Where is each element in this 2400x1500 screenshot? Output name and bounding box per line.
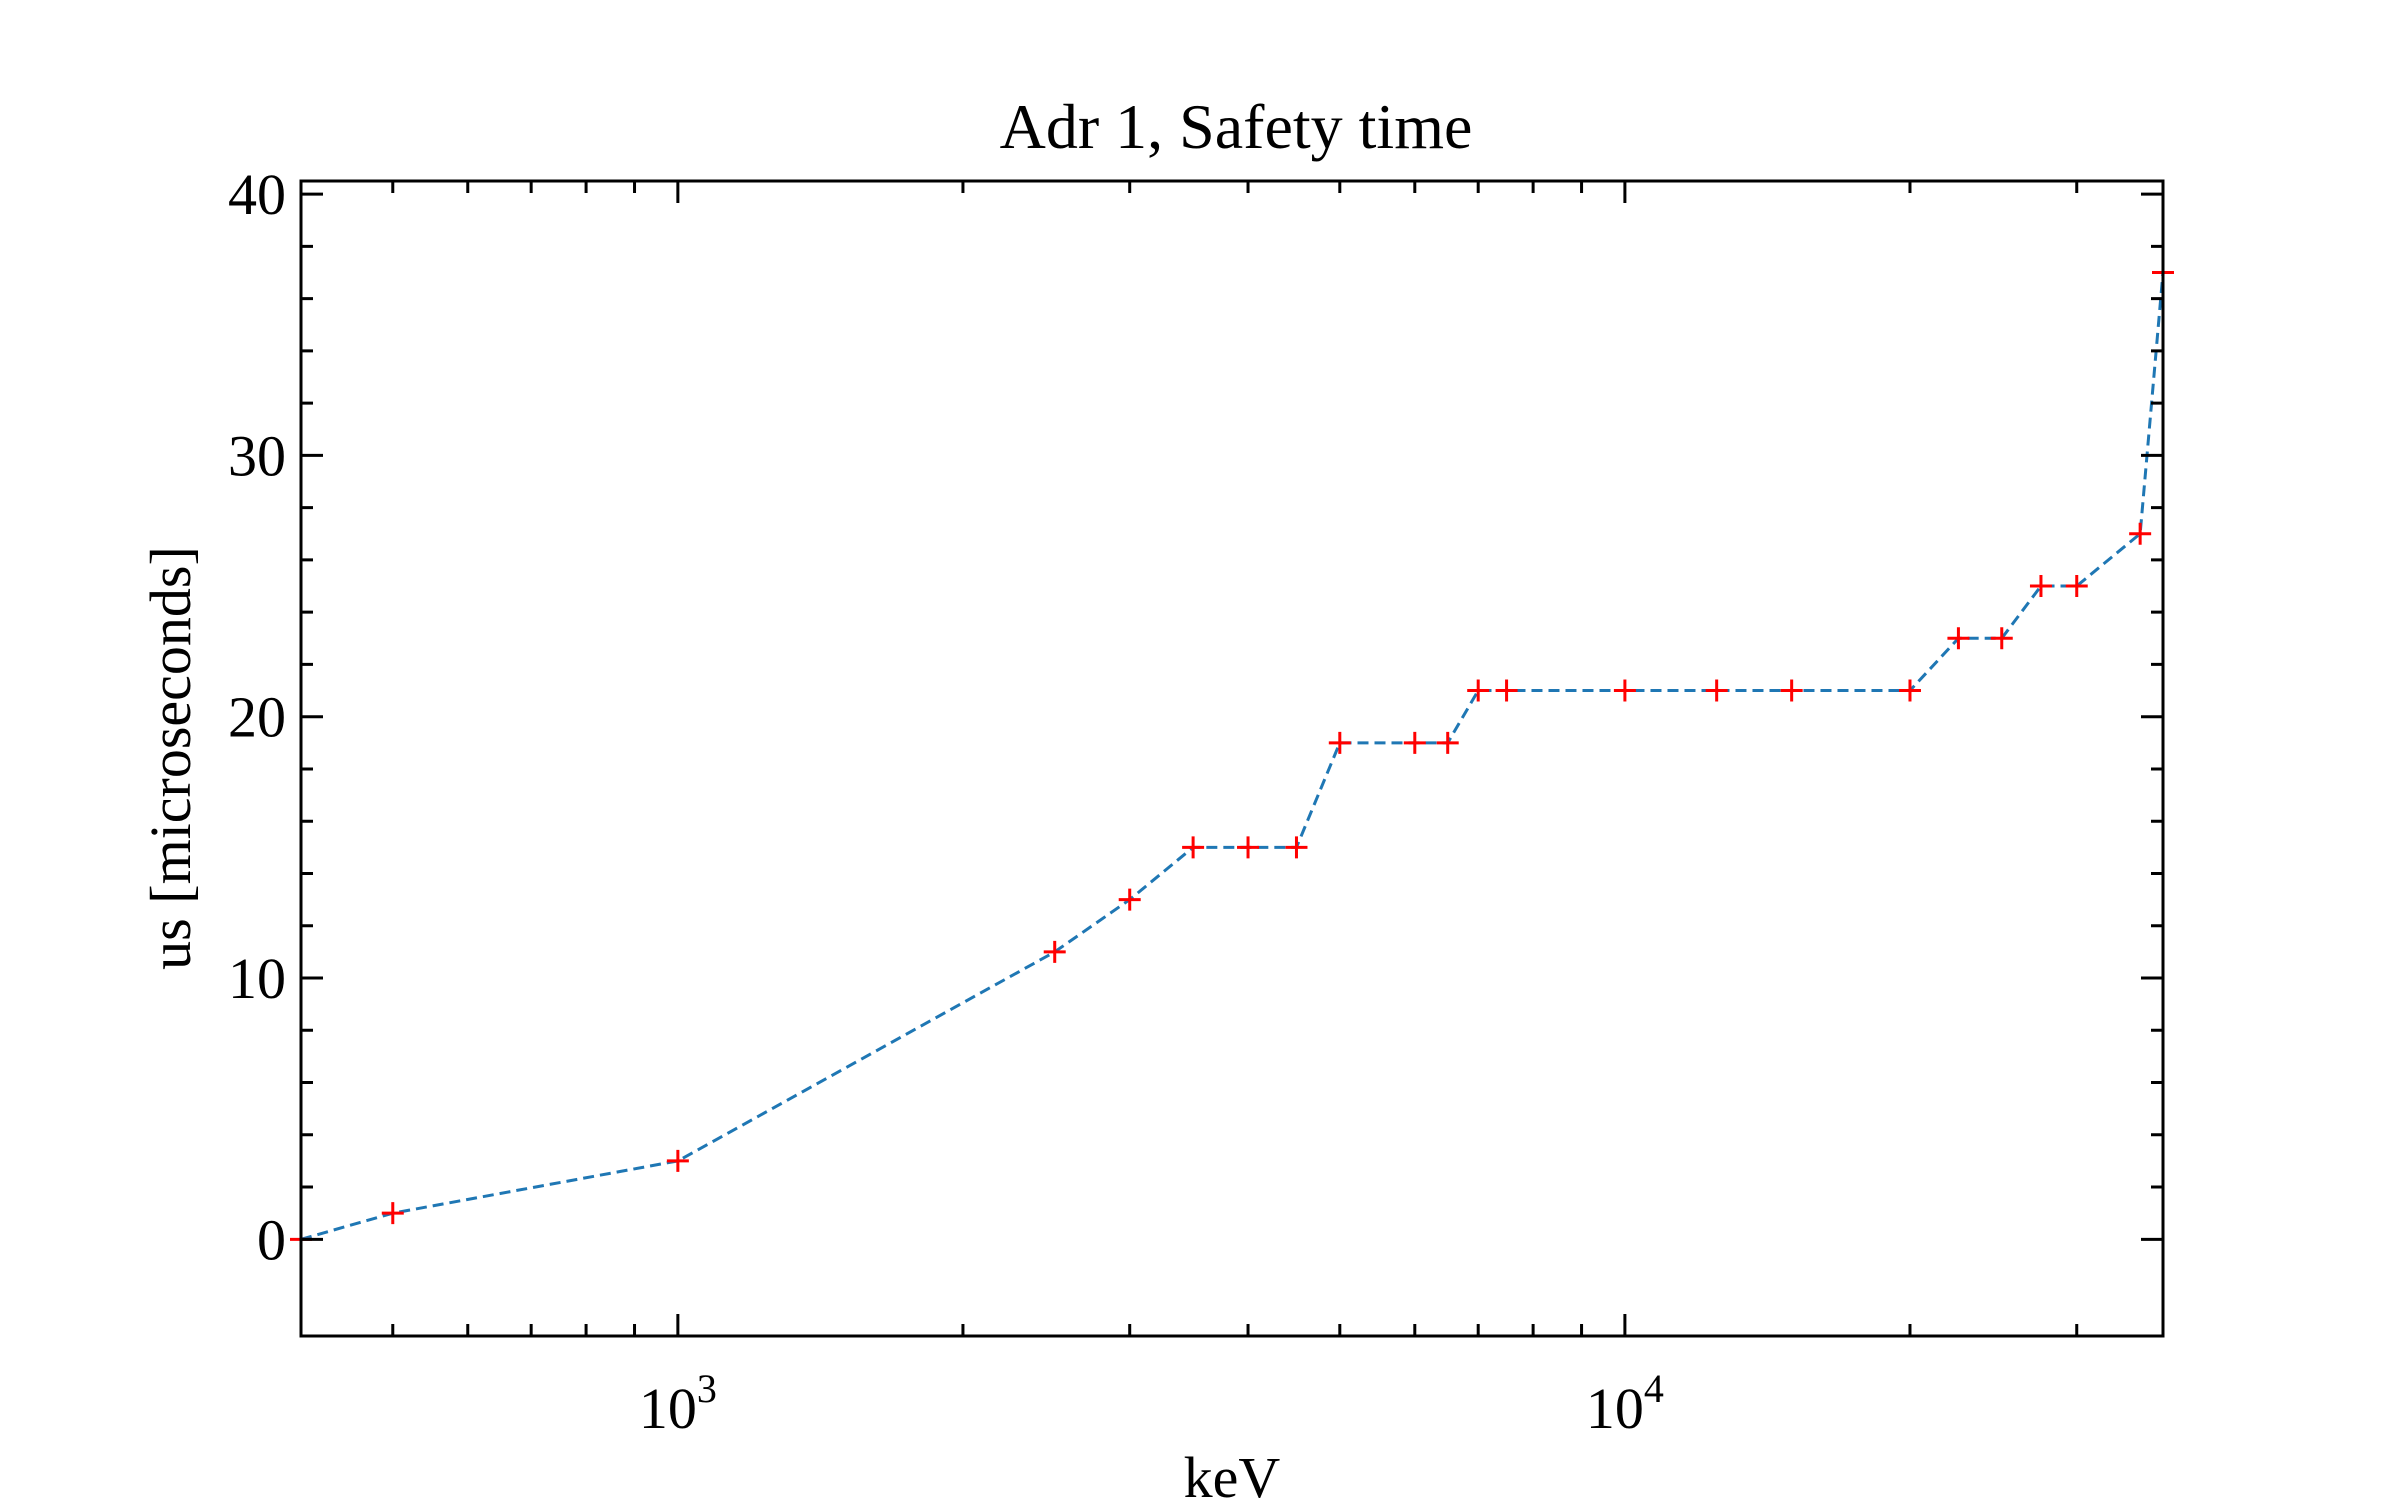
data-point-marker [1285, 836, 1308, 859]
data-point-marker [1182, 836, 1205, 859]
x-tick-labels: 103 104 [639, 1366, 1664, 1441]
ticks-layer [299, 181, 2163, 1336]
data-point-marker [1467, 679, 1490, 702]
y-tick-label: 30 [228, 423, 286, 488]
data-point-marker [1947, 627, 1970, 650]
y-tick-label: 0 [257, 1207, 286, 1272]
x-tick-label: 104 [1586, 1366, 1664, 1441]
data-point-marker [1328, 731, 1351, 754]
y-axis-label: us [microseconds] [138, 546, 203, 970]
data-point-marker [381, 1202, 404, 1225]
y-tick-label: 10 [228, 946, 286, 1011]
data-point-marker [1705, 679, 1728, 702]
series-layer [290, 261, 2174, 1251]
chart-title: Adr 1, Safety time [1000, 91, 1473, 162]
data-point-marker [1780, 679, 1803, 702]
data-point-marker [2129, 522, 2152, 545]
y-tick-label: 20 [228, 685, 286, 750]
data-point-marker [2029, 575, 2052, 598]
data-point-marker [1403, 731, 1426, 754]
x-tick-label: 103 [639, 1366, 717, 1441]
series-line [300, 272, 2165, 1241]
data-point-marker [666, 1149, 689, 1172]
data-point-marker [1436, 731, 1459, 754]
data-point-marker [1613, 679, 1636, 702]
data-point-marker [1118, 888, 1141, 911]
data-point-marker [1043, 940, 1066, 963]
data-point-marker [1898, 679, 1921, 702]
plot-frame [299, 179, 2165, 1338]
data-point-marker [1237, 836, 1260, 859]
data-point-marker [2065, 575, 2088, 598]
data-point-marker [1495, 679, 1518, 702]
x-axis-label: keV [1184, 1445, 1281, 1500]
data-point-marker [1990, 627, 2013, 650]
y-tick-labels: 0 10 20 30 40 [228, 162, 286, 1272]
y-tick-label: 40 [228, 162, 286, 227]
